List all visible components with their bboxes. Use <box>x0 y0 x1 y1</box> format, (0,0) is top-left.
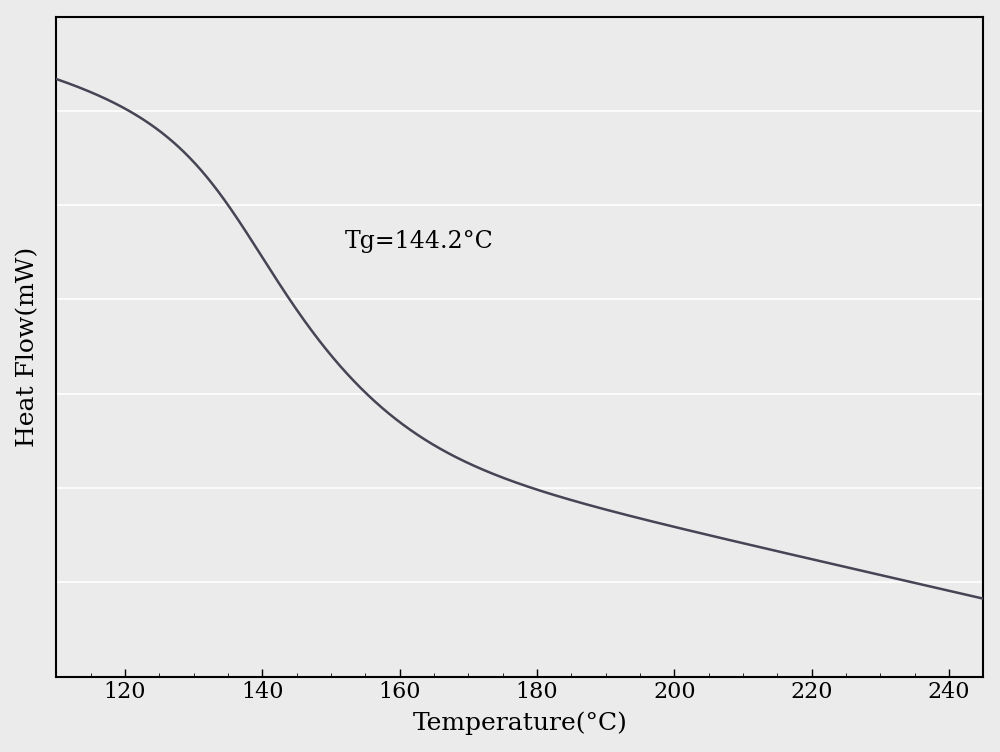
Y-axis label: Heat Flow(mW): Heat Flow(mW) <box>17 247 40 447</box>
Text: Tg=144.2°C: Tg=144.2°C <box>345 229 493 253</box>
X-axis label: Temperature(°C): Temperature(°C) <box>412 712 627 735</box>
